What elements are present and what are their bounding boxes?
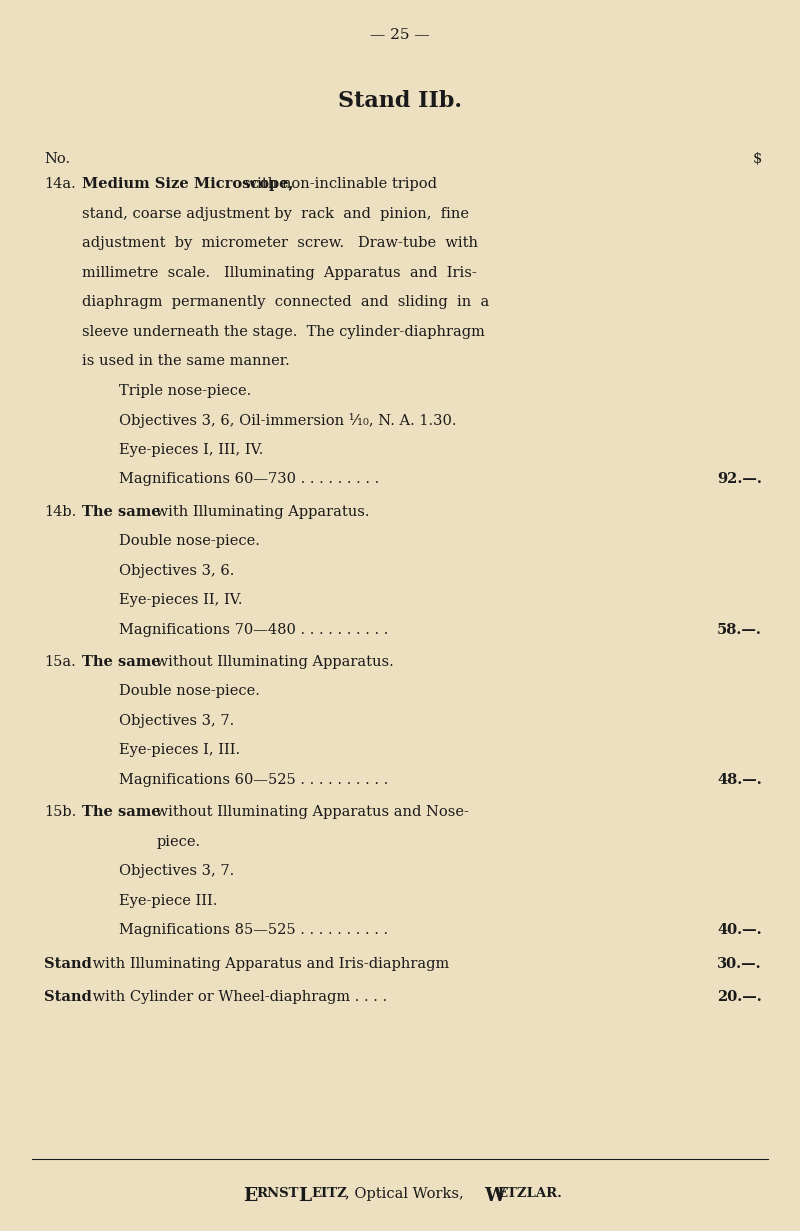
- Text: Eye-pieces II, IV.: Eye-pieces II, IV.: [119, 593, 242, 607]
- Text: with Illuminating Apparatus.: with Illuminating Apparatus.: [151, 505, 370, 518]
- Text: The same: The same: [82, 805, 161, 820]
- Text: $: $: [753, 151, 762, 166]
- Text: Magnifications 85—525 . . . . . . . . . .: Magnifications 85—525 . . . . . . . . . …: [119, 923, 388, 938]
- Text: 15b.: 15b.: [44, 805, 76, 820]
- Text: Magnifications 60—525 . . . . . . . . . .: Magnifications 60—525 . . . . . . . . . …: [119, 773, 388, 787]
- Text: 40.—.: 40.—.: [718, 923, 762, 938]
- Text: ETZLAR.: ETZLAR.: [498, 1187, 562, 1200]
- Text: adjustment  by  micrometer  screw.   Draw-tube  with: adjustment by micrometer screw. Draw-tub…: [82, 236, 478, 250]
- Text: The same: The same: [82, 655, 161, 668]
- Text: Magnifications 60—730 . . . . . . . . .: Magnifications 60—730 . . . . . . . . .: [119, 471, 379, 486]
- Text: Objectives 3, 7.: Objectives 3, 7.: [119, 714, 234, 728]
- Text: W: W: [485, 1187, 506, 1205]
- Text: is used in the same manner.: is used in the same manner.: [82, 355, 290, 368]
- Text: 30.—.: 30.—.: [718, 958, 762, 971]
- Text: 20.—.: 20.—.: [718, 990, 762, 1003]
- Text: Eye-pieces I, III.: Eye-pieces I, III.: [119, 744, 240, 757]
- Text: 58.—.: 58.—.: [717, 623, 762, 636]
- Text: Stand: Stand: [44, 958, 92, 971]
- Text: 15a.: 15a.: [44, 655, 76, 668]
- Text: EITZ: EITZ: [311, 1187, 347, 1200]
- Text: Medium Size Microscope,: Medium Size Microscope,: [82, 177, 294, 191]
- Text: 14b.: 14b.: [44, 505, 76, 518]
- Text: Objectives 3, 6, Oil-immersion ¹⁄₁₀, N. A. 1.30.: Objectives 3, 6, Oil-immersion ¹⁄₁₀, N. …: [119, 414, 457, 428]
- Text: Stand IIb.: Stand IIb.: [338, 90, 462, 112]
- Text: millimetre  scale.   Illuminating  Apparatus  and  Iris-: millimetre scale. Illuminating Apparatus…: [82, 266, 477, 279]
- Text: Objectives 3, 6.: Objectives 3, 6.: [119, 564, 234, 577]
- Text: diaphragm  permanently  connected  and  sliding  in  a: diaphragm permanently connected and slid…: [82, 295, 490, 309]
- Text: — 25 —: — 25 —: [370, 28, 430, 42]
- Text: Eye-piece III.: Eye-piece III.: [119, 894, 218, 908]
- Text: L: L: [298, 1187, 311, 1205]
- Text: , Optical Works,: , Optical Works,: [345, 1187, 468, 1201]
- Text: 92.—.: 92.—.: [717, 471, 762, 486]
- Text: Double nose-piece.: Double nose-piece.: [119, 534, 260, 548]
- Text: Eye-pieces I, III, IV.: Eye-pieces I, III, IV.: [119, 443, 263, 457]
- Text: without Illuminating Apparatus and Nose-: without Illuminating Apparatus and Nose-: [151, 805, 469, 820]
- Text: Triple nose-piece.: Triple nose-piece.: [119, 384, 251, 398]
- Text: Double nose-piece.: Double nose-piece.: [119, 684, 260, 698]
- Text: Magnifications 70—480 . . . . . . . . . .: Magnifications 70—480 . . . . . . . . . …: [119, 623, 388, 636]
- Text: 48.—.: 48.—.: [718, 773, 762, 787]
- Text: stand, coarse adjustment by  rack  and  pinion,  fine: stand, coarse adjustment by rack and pin…: [82, 207, 469, 220]
- Text: RNST: RNST: [257, 1187, 299, 1200]
- Text: Objectives 3, 7.: Objectives 3, 7.: [119, 864, 234, 879]
- Text: with Cylinder or Wheel-diaphragm . . . .: with Cylinder or Wheel-diaphragm . . . .: [88, 990, 387, 1003]
- Text: piece.: piece.: [157, 835, 201, 849]
- Text: with Illuminating Apparatus and Iris-diaphragm: with Illuminating Apparatus and Iris-dia…: [88, 958, 450, 971]
- Text: Stand: Stand: [44, 990, 92, 1003]
- Text: 14a.: 14a.: [44, 177, 76, 191]
- Text: with non-inclinable tripod: with non-inclinable tripod: [239, 177, 437, 191]
- Text: E: E: [243, 1187, 258, 1205]
- Text: The same: The same: [82, 505, 161, 518]
- Text: No.: No.: [44, 151, 70, 166]
- Text: without Illuminating Apparatus.: without Illuminating Apparatus.: [151, 655, 394, 668]
- Text: sleeve underneath the stage.  The cylinder-diaphragm: sleeve underneath the stage. The cylinde…: [82, 325, 485, 339]
